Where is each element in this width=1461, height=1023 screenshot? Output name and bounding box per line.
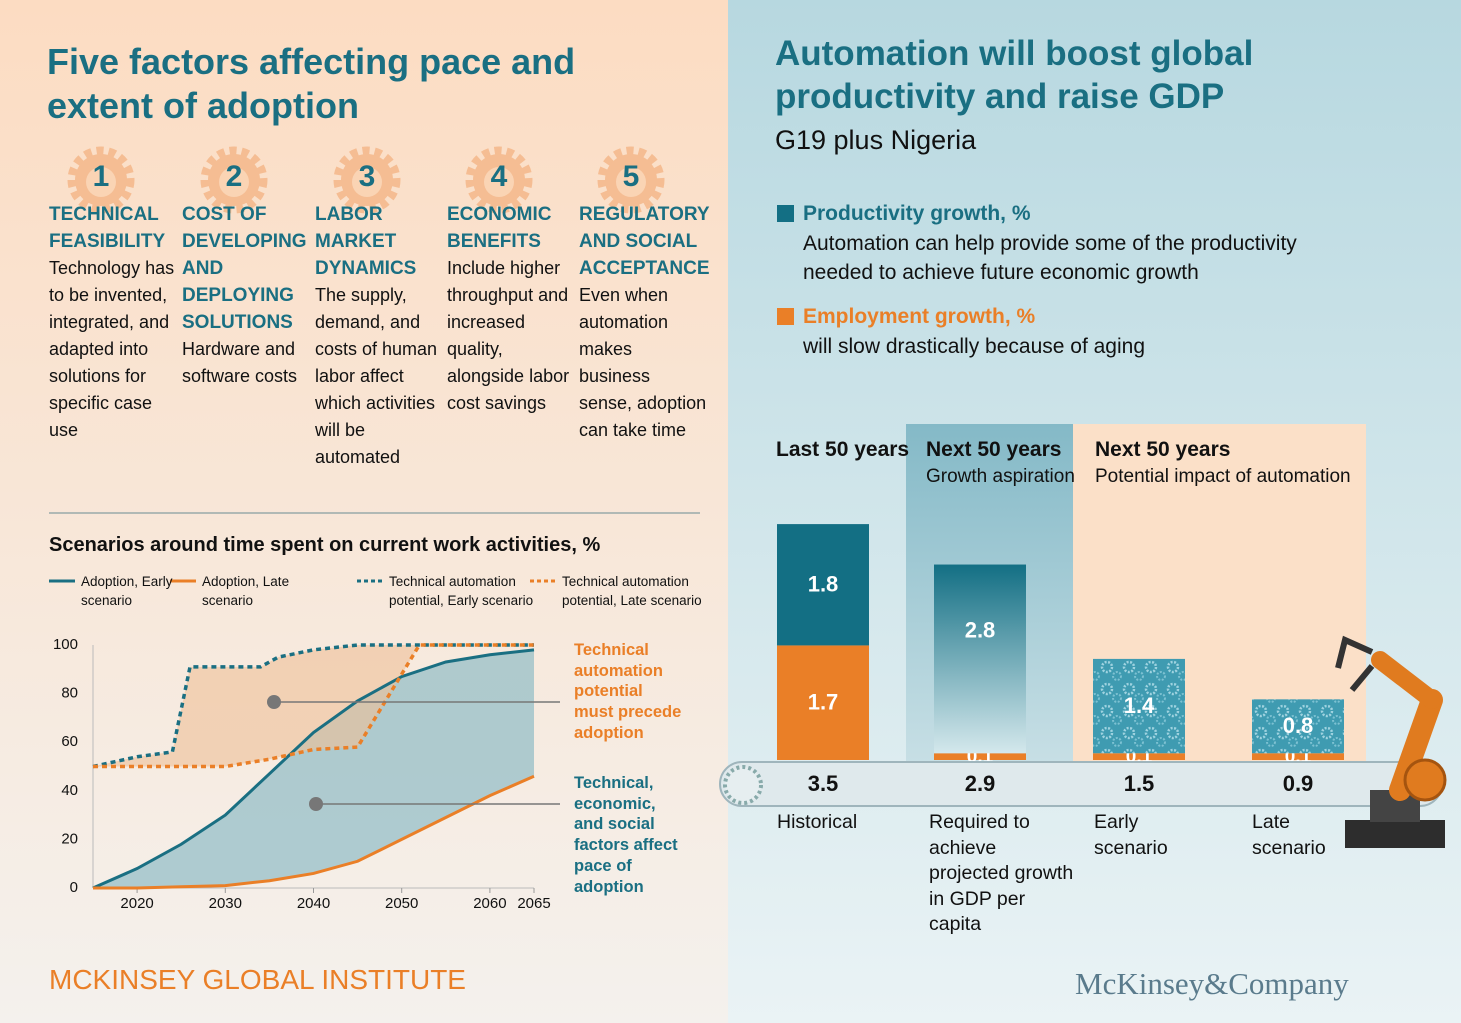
factor-number: 4 xyxy=(491,160,508,193)
bars-layer: 1.71.80.12.80.11.40.10.8 xyxy=(777,524,1344,768)
bar-segment xyxy=(777,645,869,760)
total-label: 3.5 xyxy=(808,771,839,796)
factor-heading: REGULATORY AND SOCIAL ACCEPTANCE xyxy=(579,204,710,279)
gear-hub xyxy=(86,167,116,197)
category-label: Late scenario xyxy=(1252,811,1326,859)
x-tick-label: 2030 xyxy=(209,895,242,912)
legend-description: Automation can help provide some of the … xyxy=(803,232,1297,284)
y-tick-label: 0 xyxy=(70,879,78,896)
robot-gripper xyxy=(1335,635,1375,692)
factor-text: Hardware and software costs xyxy=(182,339,298,386)
legend-swatch xyxy=(777,308,794,325)
factor-heading: COST OF DEVELOPING AND DEPLOYING SOLUTIO… xyxy=(182,204,307,333)
category-label: Historical xyxy=(777,811,858,833)
series-line xyxy=(93,643,534,769)
bar-value-label: 2.8 xyxy=(965,617,996,642)
legend-swatch xyxy=(777,205,794,222)
gear-hub xyxy=(616,167,646,197)
x-tick-label: 2040 xyxy=(297,895,330,912)
y-tick-label: 80 xyxy=(61,685,78,702)
chart-subtitle: G19 plus Nigeria xyxy=(775,125,977,155)
series-line xyxy=(93,774,535,890)
factor-number: 2 xyxy=(226,160,243,193)
x-tick-label: 2050 xyxy=(385,895,418,912)
annotation: Technical automation potential must prec… xyxy=(574,641,682,742)
bar-segment xyxy=(777,524,869,646)
legend-label: Adoption, Early scenario xyxy=(81,574,173,608)
bar-value-label: 1.4 xyxy=(1124,693,1155,718)
gear-teeth xyxy=(200,146,268,214)
factor-heading: LABOR MARKET DYNAMICS xyxy=(315,204,417,279)
legend-label: Technical automation potential, Late sce… xyxy=(562,574,702,608)
factor-heading: TECHNICAL FEASIBILITY xyxy=(49,204,166,252)
factor-number: 3 xyxy=(359,160,376,193)
factor-number: 5 xyxy=(623,160,640,193)
group-title: Last 50 years xyxy=(776,438,910,461)
gear-hub xyxy=(352,167,382,197)
group-title: Next 50 years xyxy=(926,438,1062,461)
group-subtitle: Potential impact of automation xyxy=(1095,466,1351,487)
robot-upper-arm xyxy=(1371,651,1441,709)
series-line xyxy=(92,643,534,769)
chart-title: Automation will boost global productivit… xyxy=(775,34,1254,116)
legend-label: Employment growth, % xyxy=(803,305,1036,328)
category-label: Required to achieve projected growth in … xyxy=(929,811,1074,935)
factor-heading: ECONOMIC BENEFITS xyxy=(447,204,552,252)
bar-value-label: 1.7 xyxy=(808,690,839,715)
annotation-dot xyxy=(309,797,323,811)
robot-base xyxy=(1345,820,1445,848)
bar-segment xyxy=(1252,699,1344,754)
bar-value-label: 0.8 xyxy=(1283,713,1314,738)
annotation-dot xyxy=(267,695,281,709)
category-label: Early scenario xyxy=(1094,811,1168,859)
legend-description: will slow drastically because of aging xyxy=(803,335,1145,358)
gear-teeth xyxy=(597,146,665,214)
gear-teeth xyxy=(465,146,533,214)
annotation: Technical, economic, and social factors … xyxy=(574,774,678,896)
y-tick-label: 60 xyxy=(61,733,78,750)
gear-teeth xyxy=(333,146,401,214)
gear-hub xyxy=(484,167,514,197)
bar-segment xyxy=(934,564,1026,754)
left-footer: MCKINSEY GLOBAL INSTITUTE xyxy=(49,964,466,995)
bar-segment xyxy=(1093,658,1185,754)
legend-label: Productivity growth, % xyxy=(803,202,1031,225)
legend-label: Adoption, Late scenario xyxy=(202,574,290,608)
legend-label: Technical automation potential, Early sc… xyxy=(389,574,534,608)
series-line xyxy=(92,648,535,890)
x-tick-label: 2020 xyxy=(120,895,153,912)
bar-value-label: 1.8 xyxy=(808,572,839,597)
total-label: 2.9 xyxy=(965,771,996,796)
gear-hub xyxy=(219,167,249,197)
conveyor-wheel xyxy=(723,765,763,805)
chart-title: Scenarios around time spent on current w… xyxy=(49,534,601,556)
bar-segment xyxy=(934,753,1026,760)
robot-arm xyxy=(1335,635,1447,848)
y-tick-label: 40 xyxy=(61,782,78,799)
gear-teeth xyxy=(67,146,135,214)
y-tick-label: 20 xyxy=(61,830,78,847)
group-subtitle: Growth aspiration xyxy=(926,466,1075,487)
factor-text: The supply, demand, and costs of human l… xyxy=(315,285,438,467)
factor-number: 1 xyxy=(93,160,110,193)
x-tick-label: 2065 xyxy=(517,895,550,912)
factor-text: Even when automation makes business sens… xyxy=(579,285,707,440)
bar-segment xyxy=(1252,753,1344,760)
bar-segment xyxy=(1093,753,1185,760)
y-tick-label: 100 xyxy=(53,636,78,653)
shaded-band xyxy=(93,645,534,767)
factor-text: Technology has to be invented, integrate… xyxy=(49,258,175,440)
total-label: 0.9 xyxy=(1283,771,1314,796)
factor-text: Include higher throughput and increased … xyxy=(447,258,570,413)
x-tick-label: 2060 xyxy=(473,895,506,912)
left-title: Five factors affecting pace and extent o… xyxy=(47,41,576,126)
total-label: 1.5 xyxy=(1124,771,1155,796)
group-title: Next 50 years xyxy=(1095,438,1231,461)
right-footer: McKinsey&Company xyxy=(1075,966,1349,1001)
robot-joint xyxy=(1403,758,1447,802)
